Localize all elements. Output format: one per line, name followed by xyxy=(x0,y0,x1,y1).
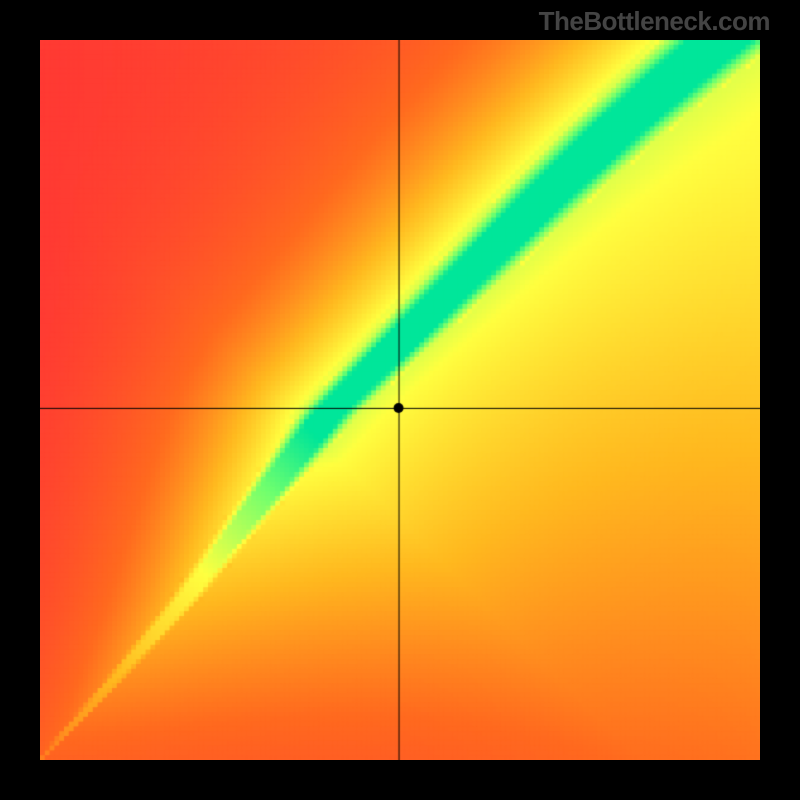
watermark-text: TheBottleneck.com xyxy=(0,6,770,37)
bottleneck-heatmap xyxy=(40,40,760,760)
chart-container: TheBottleneck.com xyxy=(0,0,800,800)
